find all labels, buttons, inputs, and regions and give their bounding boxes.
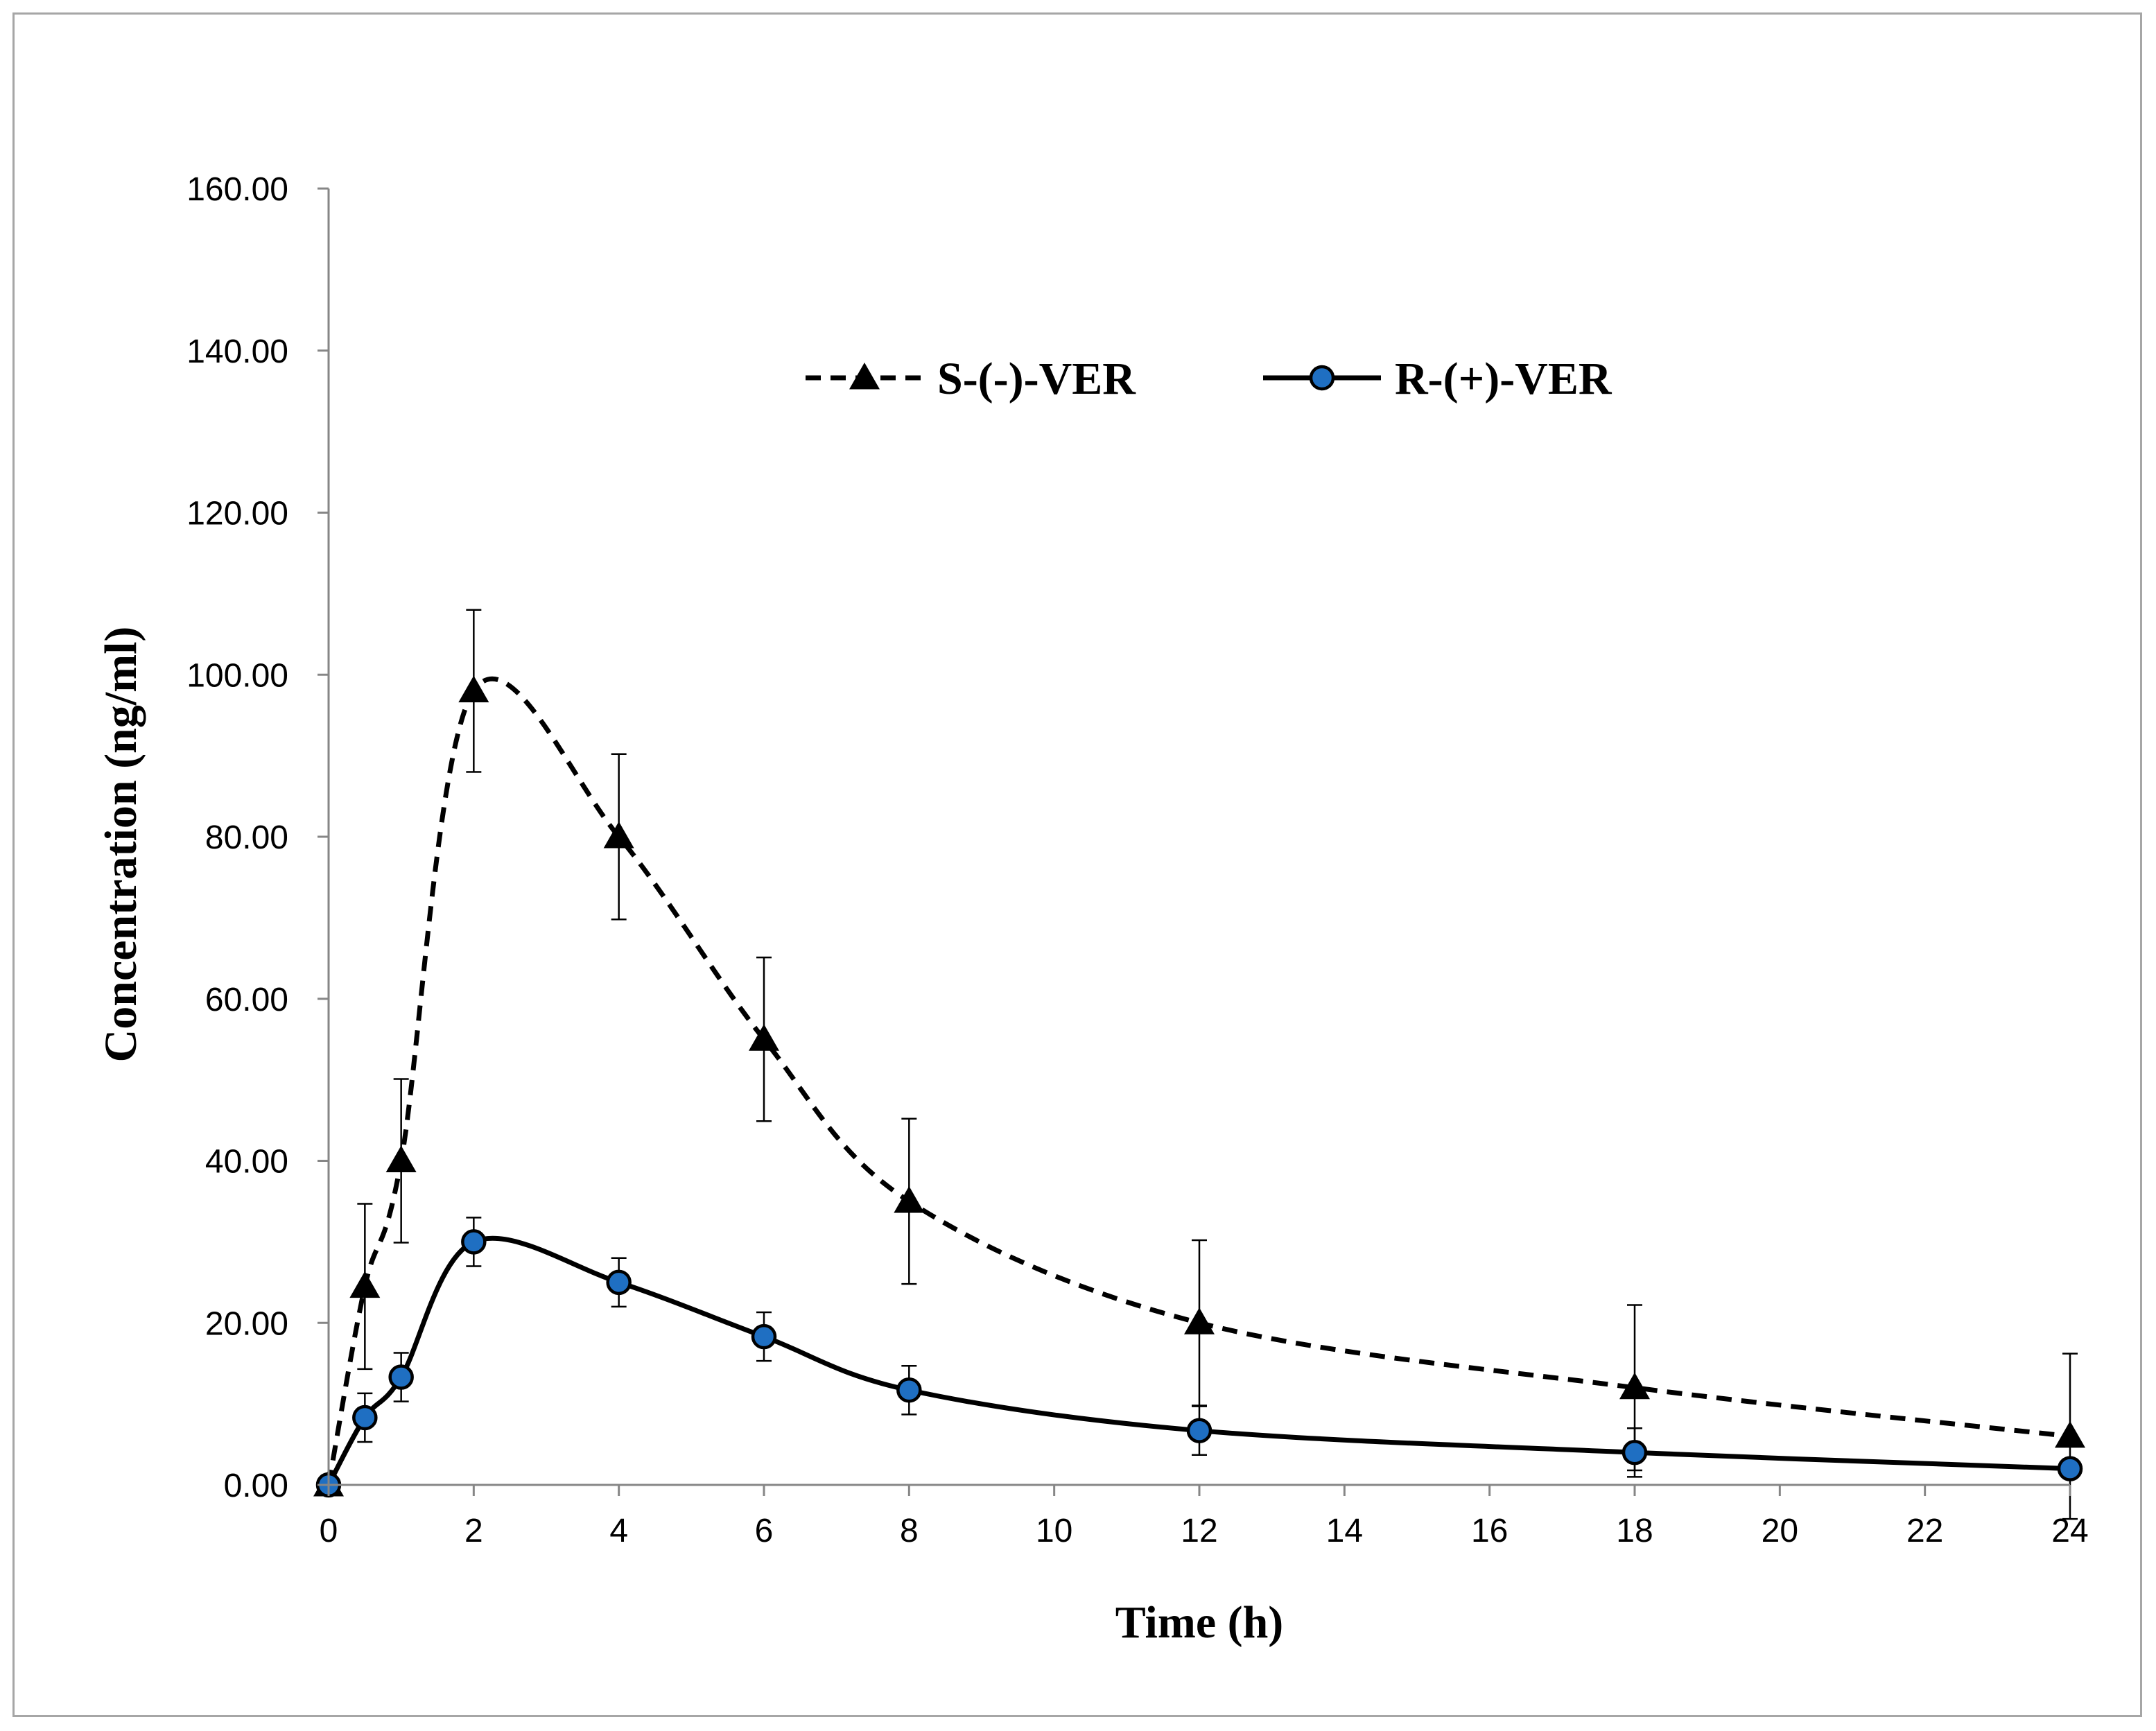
y-tick-label: 120.00 — [186, 496, 288, 532]
x-tick-label: 22 — [1906, 1513, 1943, 1549]
x-tick-label: 10 — [1036, 1513, 1072, 1549]
y-tick-label: 60.00 — [205, 982, 288, 1018]
y-tick-label: 20.00 — [205, 1305, 288, 1342]
triangle-marker — [894, 1185, 925, 1213]
x-tick-label: 18 — [1616, 1513, 1653, 1549]
triangle-marker — [749, 1024, 779, 1051]
triangle-marker — [1184, 1307, 1215, 1334]
legend-circle-marker — [1309, 365, 1335, 391]
x-tick-label: 0 — [320, 1513, 338, 1549]
circle-marker — [1622, 1440, 1648, 1465]
circle-marker — [896, 1377, 922, 1403]
circle-marker — [388, 1364, 414, 1390]
legend-label-1: R-(+)-VER — [1395, 354, 1612, 404]
x-axis-title: Time (h) — [1115, 1597, 1284, 1648]
chart-frame — [12, 12, 2142, 1717]
x-tick-label: 2 — [464, 1513, 483, 1549]
circle-marker — [751, 1323, 777, 1350]
x-tick-label: 16 — [1471, 1513, 1508, 1549]
series-line-0 — [326, 676, 2071, 1486]
y-tick-label: 0.00 — [224, 1468, 288, 1504]
x-tick-label: 6 — [755, 1513, 774, 1549]
y-tick-label: 140.00 — [186, 333, 288, 370]
x-tick-label: 12 — [1181, 1513, 1217, 1549]
x-tick-label: 20 — [1762, 1513, 1798, 1549]
triangle-marker — [1619, 1372, 1650, 1400]
circle-marker — [2057, 1456, 2083, 1481]
series-markers — [313, 675, 2085, 1498]
y-tick-label: 40.00 — [205, 1144, 288, 1181]
triangle-marker — [349, 1271, 381, 1298]
x-tick-label: 14 — [1326, 1513, 1363, 1549]
x-tick-label: 8 — [900, 1513, 919, 1549]
x-tick-label: 24 — [2051, 1513, 2088, 1549]
error-bars — [357, 609, 2078, 1520]
x-tick-label: 4 — [609, 1513, 628, 1549]
y-tick-label: 80.00 — [205, 819, 288, 856]
circle-marker — [461, 1229, 487, 1255]
axes: 0.00 20.00 40.00 60.00 80.00 100.00 120.00 140.… — [186, 171, 2089, 1549]
legend: S-(-)-VER R-(+)-VER — [806, 354, 1612, 404]
triangle-marker — [603, 821, 634, 849]
y-axis-title: Concentration (ng/ml) — [96, 627, 146, 1063]
triangle-marker — [458, 675, 489, 703]
triangle-marker — [2055, 1420, 2085, 1448]
legend-label-0: S-(-)-VER — [937, 354, 1136, 404]
circle-marker — [1186, 1418, 1212, 1443]
y-tick-label: 100.00 — [186, 657, 288, 694]
y-tick-label: 160.00 — [186, 171, 288, 208]
legend-triangle-marker — [849, 363, 880, 390]
circle-marker — [606, 1269, 632, 1296]
circle-marker — [352, 1404, 378, 1431]
triangle-marker — [385, 1145, 417, 1172]
